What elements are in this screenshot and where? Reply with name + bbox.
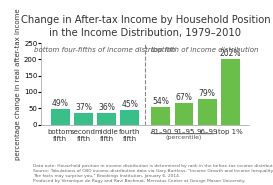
Text: 67%: 67% [176, 93, 192, 102]
Text: 37%: 37% [75, 102, 92, 112]
Text: 202%: 202% [219, 49, 241, 58]
Text: 36%: 36% [98, 103, 115, 112]
Bar [120, 110, 139, 125]
Bar [51, 109, 70, 125]
Bar [151, 107, 170, 125]
Text: 79%: 79% [199, 89, 216, 98]
Text: 45%: 45% [121, 100, 138, 109]
Bar [174, 103, 194, 125]
Text: 49%: 49% [52, 99, 69, 108]
Title: Change in After-tax Income by Household Position
in the Income Distribution, 197: Change in After-tax Income by Household … [20, 15, 270, 38]
Bar [198, 99, 217, 125]
Bar [74, 112, 93, 125]
Bar [221, 59, 240, 125]
Bar [97, 113, 116, 125]
Text: bottom four-fifths of income distribution: bottom four-fifths of income distributio… [34, 47, 175, 53]
Text: (percentile): (percentile) [166, 135, 202, 140]
Text: Data note: Household position in income distribution is determined by rank in th: Data note: Household position in income … [33, 164, 273, 183]
Text: top fifth of income distribution: top fifth of income distribution [151, 47, 259, 53]
Text: 54%: 54% [152, 97, 169, 106]
Y-axis label: percentage change in real after-tax income: percentage change in real after-tax inco… [15, 8, 21, 160]
